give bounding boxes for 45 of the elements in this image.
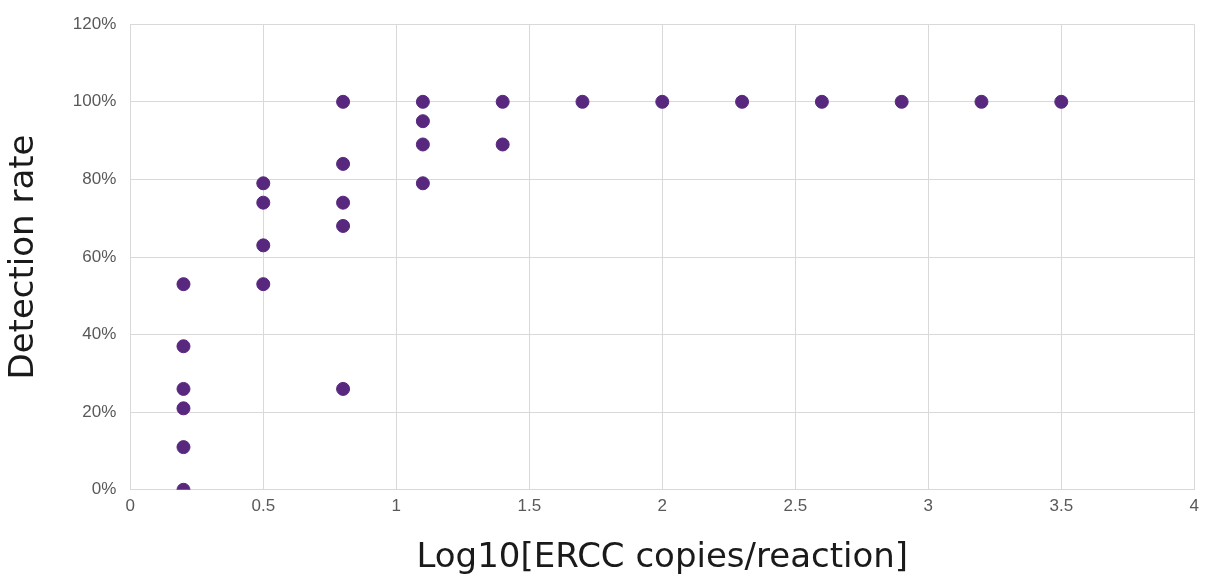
point [495, 137, 510, 152]
x-tick-label: 3 [923, 495, 934, 515]
point [575, 94, 590, 109]
y-tick-label: 20% [82, 401, 117, 421]
y-tick-label: 80% [82, 169, 117, 189]
y-tick-label: 0% [91, 479, 117, 499]
x-tick-label: 0 [125, 495, 136, 515]
point [256, 195, 271, 210]
x-tick-label: 2.5 [783, 495, 808, 515]
point [176, 381, 191, 396]
point [336, 218, 351, 233]
point [336, 94, 351, 109]
y-tick-label: 100% [72, 91, 117, 111]
point [336, 195, 351, 210]
y-axis-title: Detection rate [1, 134, 42, 380]
point [1054, 94, 1069, 109]
point [735, 94, 750, 109]
x-tick-label: 0.5 [251, 495, 276, 515]
point [495, 94, 510, 109]
x-tick-label: 2 [657, 495, 668, 515]
point [176, 440, 191, 455]
x-tick-label: 3.5 [1049, 495, 1074, 515]
x-tick-label: 1 [391, 495, 402, 515]
x-axis-title: Log10[ERCC copies/reaction] [416, 535, 909, 576]
point [415, 137, 430, 152]
point [176, 339, 191, 354]
point [415, 176, 430, 191]
point [415, 114, 430, 129]
point [256, 277, 271, 292]
point [256, 238, 271, 253]
point [814, 94, 829, 109]
point [336, 156, 351, 171]
point [336, 381, 351, 396]
x-tick-label: 1.5 [517, 495, 542, 515]
point [415, 94, 430, 109]
point [176, 401, 191, 416]
x-tick-label: 4 [1189, 495, 1200, 515]
point [256, 176, 271, 191]
point [894, 94, 909, 109]
point [655, 94, 670, 109]
y-tick-label: 120% [72, 13, 117, 33]
y-tick-label: 60% [82, 246, 117, 266]
y-tick-label: 40% [82, 324, 117, 344]
point [176, 277, 191, 292]
point [974, 94, 989, 109]
